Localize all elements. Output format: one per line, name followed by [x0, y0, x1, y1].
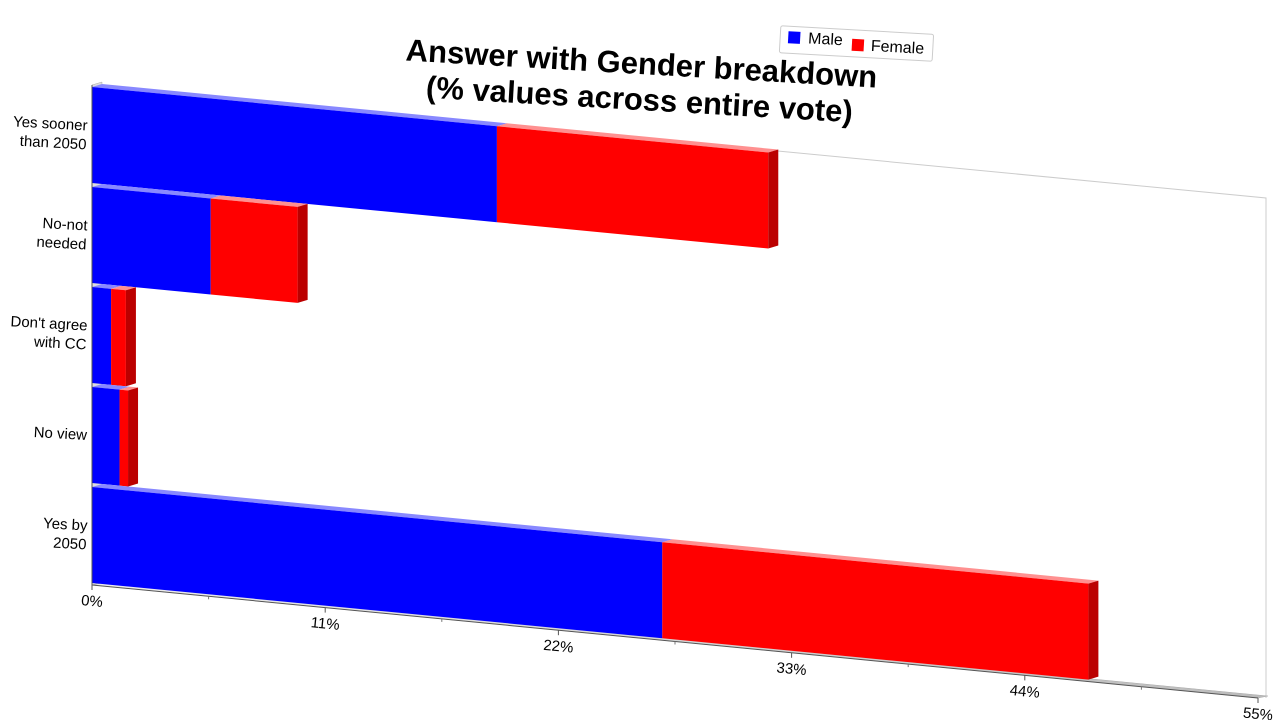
bar-top-face — [92, 484, 673, 543]
category-label-line: Yes sooner — [13, 113, 88, 134]
bar-front-face — [92, 87, 497, 223]
category-label-line: Yes by — [43, 515, 89, 534]
x-tick-label-2: 22% — [543, 637, 575, 657]
legend-swatch-female — [851, 38, 865, 52]
bar-top-face — [92, 84, 507, 127]
bar-top-face — [92, 284, 122, 289]
bar-front-face — [119, 389, 129, 487]
bar-side-face — [125, 287, 136, 387]
bar-top-face — [111, 285, 136, 291]
x-tick-label-4: 44% — [1009, 682, 1041, 702]
bar-female-1 — [210, 195, 308, 303]
bar-front-face — [111, 288, 126, 387]
legend-label-male: Male — [808, 30, 844, 49]
bar-front-face — [92, 487, 663, 639]
bar-front-face — [662, 542, 1089, 680]
legend-label-female: Female — [870, 38, 924, 58]
category-label-4: Yes by2050 — [42, 515, 89, 553]
category-label-line: Don't agree — [10, 313, 88, 334]
x-tick-label-0: 0% — [80, 592, 103, 611]
bar-side-face — [297, 203, 308, 303]
category-label-3: No view — [33, 424, 87, 444]
category-label-line: 2050 — [53, 535, 87, 554]
bar-top-face — [210, 195, 308, 207]
bar-top-face — [662, 539, 1099, 584]
bar-female-0 — [496, 123, 779, 249]
axes: Yes soonerthan 2050 No-notneeded Don't agr… — [9, 85, 1274, 720]
bars — [92, 84, 1099, 680]
x-tick-label-3: 33% — [776, 659, 808, 679]
bar-male-4 — [92, 484, 673, 639]
bar-female-4 — [662, 539, 1099, 680]
bar-top-face — [496, 123, 779, 153]
bar-male-3 — [92, 384, 130, 486]
bar-male-1 — [92, 184, 221, 295]
bar-female-2 — [111, 285, 136, 387]
category-label-line: with CC — [33, 334, 88, 354]
bar-front-face — [210, 198, 298, 303]
bar-front-face — [92, 287, 112, 385]
bar-top-face — [119, 386, 139, 391]
category-label-2: Don't agreewith CC — [9, 313, 88, 353]
bar-male-0 — [92, 84, 507, 223]
bar-side-face — [1088, 580, 1099, 680]
bar-side-face — [768, 149, 779, 249]
legend-swatch-male — [787, 31, 801, 44]
bar-top-face — [92, 384, 130, 390]
bar-front-face — [92, 187, 211, 295]
bar-male-2 — [92, 284, 122, 385]
bar-front-face — [92, 387, 120, 486]
category-label-line: needed — [36, 234, 87, 254]
x-tick-label-1: 11% — [310, 614, 340, 634]
category-label-line: No-not — [42, 215, 89, 235]
x-tick-label-5: 55% — [1242, 705, 1274, 720]
bar-side-face — [128, 387, 139, 487]
category-label-1: No-notneeded — [36, 215, 89, 254]
bar-front-face — [496, 126, 769, 249]
category-label-line: No view — [33, 424, 87, 444]
category-label-line: than 2050 — [19, 133, 87, 154]
category-label-0: Yes soonerthan 2050 — [12, 113, 88, 153]
legend: Male Female — [778, 25, 934, 62]
bar-female-3 — [119, 386, 139, 487]
bar-top-face — [92, 184, 221, 199]
